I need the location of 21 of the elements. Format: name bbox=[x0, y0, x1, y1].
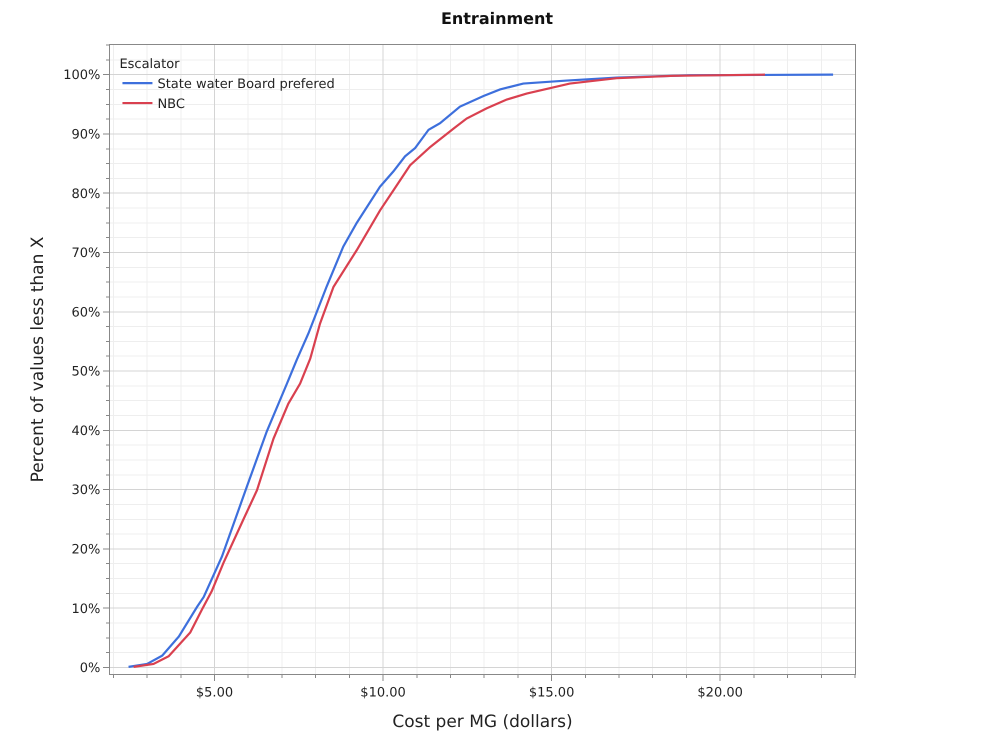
y-tick-label: 90% bbox=[71, 127, 100, 142]
y-tick-label: 10% bbox=[71, 602, 100, 617]
x-tick-label: $10.00 bbox=[360, 686, 406, 701]
y-tick-label: 30% bbox=[71, 483, 100, 498]
x-tick-label: $20.00 bbox=[697, 686, 743, 701]
y-tick-label: 0% bbox=[80, 661, 100, 676]
legend-title: Escalator bbox=[119, 57, 180, 72]
y-tick-label: 50% bbox=[71, 364, 100, 380]
y-tick-label: 100% bbox=[63, 68, 100, 84]
y-axis-title: Percent of values less than X bbox=[28, 236, 48, 482]
y-tick-label: 70% bbox=[71, 246, 100, 262]
y-tick-label: 40% bbox=[71, 424, 100, 439]
y-tick-label: 80% bbox=[71, 186, 100, 202]
chart-title: Entrainment bbox=[440, 9, 554, 28]
x-axis-title: Cost per MG (dollars) bbox=[392, 712, 573, 732]
x-tick-label: $15.00 bbox=[528, 686, 574, 701]
y-tick-label: 20% bbox=[71, 542, 100, 558]
x-tick-label: $5.00 bbox=[196, 686, 234, 701]
y-tick-label: 60% bbox=[71, 305, 100, 320]
legend-label: NBC bbox=[157, 97, 185, 112]
legend-label: State water Board prefered bbox=[157, 77, 335, 92]
